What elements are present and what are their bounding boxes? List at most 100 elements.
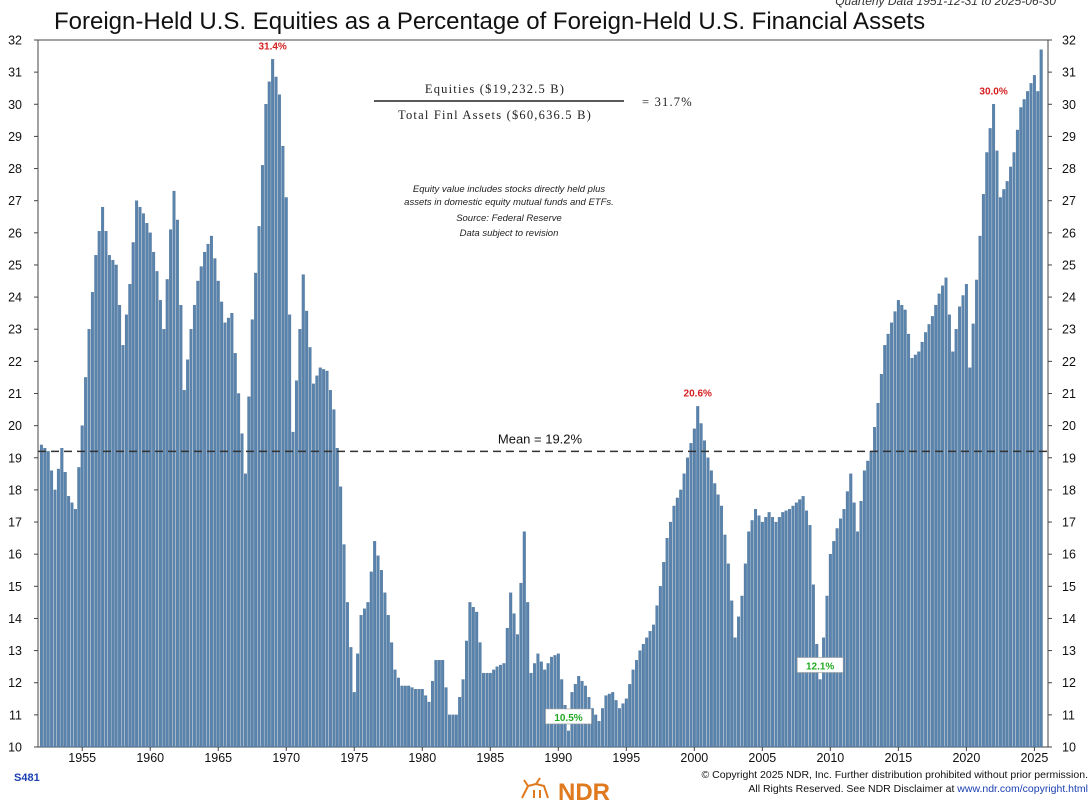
bar [791,505,795,748]
bar [335,447,339,748]
x-tick-label: 1955 [68,751,96,765]
ndr-logo: NDR [521,777,610,800]
x-tick-label: 1990 [544,751,572,765]
bar [345,602,349,748]
bar [1005,181,1009,748]
bar [550,656,553,748]
y-tick-label: 14 [8,612,22,626]
bar [750,520,754,748]
bar [597,721,601,748]
x-tick-label: 2010 [816,751,844,765]
bar [1032,75,1036,748]
bar [148,232,152,748]
bar [699,423,703,748]
y-tick-label: 20 [8,419,22,433]
bar [975,279,979,748]
bar [611,692,615,748]
bar [505,627,509,748]
y-tick-label: 13 [1062,644,1076,658]
bar [53,489,57,748]
bar [533,663,536,748]
bar [971,323,975,748]
bar [413,689,417,748]
bar [138,206,142,748]
bar [342,544,346,748]
bar [383,592,387,748]
bar [556,653,560,748]
bar [767,512,771,748]
bar [655,605,659,748]
y-tick-label: 30 [8,98,22,112]
bar [291,431,295,748]
y-tick-label: 20 [1062,419,1076,433]
bar [284,197,288,748]
bar [788,509,792,748]
bar [43,447,47,748]
bar [209,235,213,748]
bar [733,637,737,748]
bar [927,324,931,748]
bar [420,689,424,748]
bar [954,329,958,748]
y-tick-label: 28 [8,162,22,176]
y-tick-label: 21 [8,387,22,401]
trough-label-box [796,657,844,673]
bar [526,602,530,748]
bar [1012,152,1016,748]
bar [186,359,190,748]
bar [842,509,846,748]
bar [859,501,863,748]
peak-label: 30.0% [979,86,1007,97]
bar [417,689,421,748]
bar [339,486,343,748]
bar [635,660,638,748]
y-tick-label: 10 [1062,741,1076,755]
bar [461,679,465,748]
bar [424,695,428,748]
bar [131,242,135,748]
bar [760,521,764,748]
bar [968,367,972,748]
bar [1026,91,1030,748]
bar [107,255,111,748]
bar [393,669,397,748]
bar [199,266,203,748]
bar [607,693,611,748]
bar [434,660,438,748]
bar [590,708,594,748]
note-line: Source: Federal Reserve [456,213,562,224]
bar [981,194,985,748]
bar [604,695,608,748]
bar [39,444,43,748]
bar [77,467,81,748]
copyright-link[interactable]: www.ndr.com/copyright.html [957,783,1088,795]
x-tick-label: 1960 [136,751,164,765]
bar [379,570,383,748]
y-tick-label: 13 [8,644,22,658]
bar [794,502,798,748]
bar [196,280,200,748]
bar [726,563,730,748]
bar [903,309,907,748]
trough-label: 12.1% [806,662,834,673]
bar [723,534,727,748]
bar [1039,49,1043,748]
bar [468,602,472,748]
y-tick-label: 12 [1062,676,1076,690]
bar [152,251,156,748]
bar [512,613,516,748]
bar [488,672,492,748]
x-tick-label: 2020 [952,751,980,765]
bar [247,396,251,748]
bar [454,714,458,748]
copyright-notice: © Copyright 2025 NDR, Inc. Further distr… [702,768,1089,796]
bar [308,347,312,748]
y-tick-label: 29 [8,130,22,144]
bar [845,491,849,748]
bar [801,496,805,748]
bar [621,703,625,748]
bar [682,473,686,748]
bar [67,496,71,748]
bar [182,390,186,748]
bar [359,615,363,748]
